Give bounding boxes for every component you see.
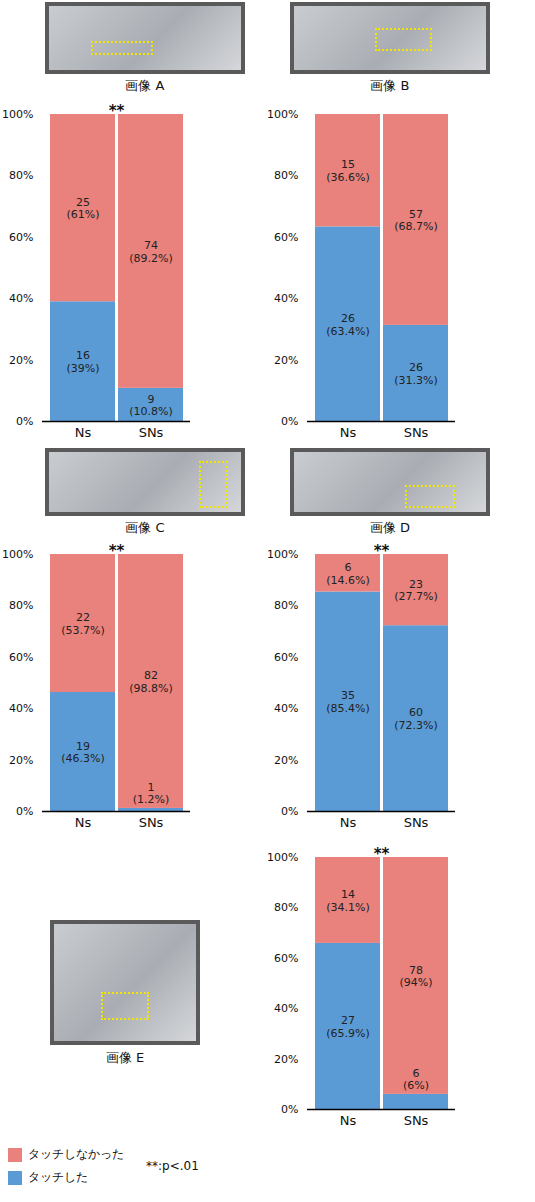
svg-text:Ns: Ns [340, 1113, 357, 1128]
svg-text:19(46.3%): 19(46.3%) [61, 740, 105, 766]
svg-text:**: ** [374, 845, 390, 863]
svg-text:60%: 60% [9, 651, 33, 664]
svg-text:82(98.8%): 82(98.8%) [129, 669, 173, 695]
svg-text:6(6%): 6(6%) [403, 1067, 429, 1093]
svg-text:57(68.7%): 57(68.7%) [394, 208, 438, 234]
svg-text:60%: 60% [9, 231, 33, 244]
svg-text:0%: 0% [16, 415, 33, 428]
svg-text:78(94%): 78(94%) [399, 964, 432, 990]
svg-text:0%: 0% [281, 805, 298, 818]
svg-text:23(27.7%): 23(27.7%) [394, 578, 438, 604]
svg-text:40%: 40% [274, 702, 298, 715]
svg-text:80%: 80% [9, 599, 33, 612]
svg-text:Ns: Ns [75, 425, 92, 440]
svg-text:20%: 20% [9, 754, 33, 767]
svg-text:Ns: Ns [340, 425, 357, 440]
svg-text:SNs: SNs [404, 425, 429, 440]
svg-text:60%: 60% [274, 651, 298, 664]
svg-text:9(10.8%): 9(10.8%) [129, 393, 173, 419]
svg-text:22(53.7%): 22(53.7%) [61, 611, 105, 637]
svg-text:40%: 40% [274, 1002, 298, 1015]
svg-text:14(34.1%): 14(34.1%) [326, 888, 370, 914]
svg-text:SNs: SNs [139, 815, 164, 830]
svg-text:25(61%): 25(61%) [66, 196, 99, 222]
svg-text:20%: 20% [274, 754, 298, 767]
svg-text:**: ** [109, 542, 125, 560]
svg-text:6(14.6%): 6(14.6%) [326, 561, 370, 587]
svg-text:0%: 0% [281, 1103, 298, 1116]
svg-text:60%: 60% [274, 231, 298, 244]
svg-text:15(36.6%): 15(36.6%) [326, 158, 370, 184]
svg-text:0%: 0% [281, 415, 298, 428]
svg-text:26(63.4%): 26(63.4%) [326, 312, 370, 338]
svg-text:60(72.3%): 60(72.3%) [394, 706, 438, 732]
html-text:タッチした: タッチした [28, 1170, 88, 1184]
svg-text:Ns: Ns [75, 815, 92, 830]
svg-text:**: ** [109, 102, 125, 120]
html-text:画像 D: 画像 D [369, 520, 411, 535]
svg-text:80%: 80% [274, 169, 298, 182]
svg-text:SNs: SNs [404, 815, 429, 830]
svg-text:SNs: SNs [404, 1113, 429, 1128]
svg-text:80%: 80% [9, 169, 33, 182]
svg-text:100%: 100% [267, 548, 298, 561]
svg-text:100%: 100% [267, 851, 298, 864]
html-text:画像 C: 画像 C [125, 520, 165, 535]
html-text:**:p<.01: **:p<.01 [146, 1159, 199, 1173]
svg-text:SNs: SNs [139, 425, 164, 440]
svg-text:80%: 80% [274, 901, 298, 914]
svg-text:100%: 100% [267, 108, 298, 121]
svg-text:35(85.4%): 35(85.4%) [326, 689, 370, 715]
svg-text:40%: 40% [274, 292, 298, 305]
html-text:画像 E: 画像 E [105, 1050, 145, 1065]
svg-text:74(89.2%): 74(89.2%) [129, 239, 173, 265]
svg-text:40%: 40% [9, 292, 33, 305]
svg-text:80%: 80% [274, 599, 298, 612]
svg-text:60%: 60% [274, 952, 298, 965]
svg-text:0%: 0% [16, 805, 33, 818]
svg-text:20%: 20% [274, 354, 298, 367]
svg-text:40%: 40% [9, 702, 33, 715]
svg-text:1(1.2%): 1(1.2%) [133, 781, 170, 807]
svg-text:100%: 100% [2, 548, 33, 561]
html-text:画像 A: 画像 A [125, 78, 165, 93]
svg-text:Ns: Ns [340, 815, 357, 830]
svg-text:20%: 20% [274, 1053, 298, 1066]
svg-text:100%: 100% [2, 108, 33, 121]
svg-text:20%: 20% [9, 354, 33, 367]
svg-text:27(65.9%): 27(65.9%) [326, 1014, 370, 1040]
svg-text:**: ** [374, 542, 390, 560]
html-text:タッチしなかった: タッチしなかった [28, 1147, 124, 1161]
html-text:画像 B: 画像 B [370, 78, 410, 93]
svg-text:16(39%): 16(39%) [66, 349, 99, 375]
svg-text:26(31.3%): 26(31.3%) [394, 361, 438, 387]
